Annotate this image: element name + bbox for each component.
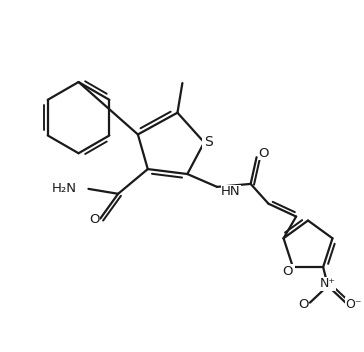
Text: O: O xyxy=(89,213,100,226)
Text: O: O xyxy=(298,298,308,311)
Text: O⁻: O⁻ xyxy=(345,298,362,311)
Text: O: O xyxy=(258,147,269,160)
Text: HN: HN xyxy=(221,185,241,198)
Text: O: O xyxy=(283,265,293,278)
Text: H₂N: H₂N xyxy=(52,182,76,195)
Text: N⁺: N⁺ xyxy=(320,277,336,290)
Text: S: S xyxy=(204,136,213,149)
